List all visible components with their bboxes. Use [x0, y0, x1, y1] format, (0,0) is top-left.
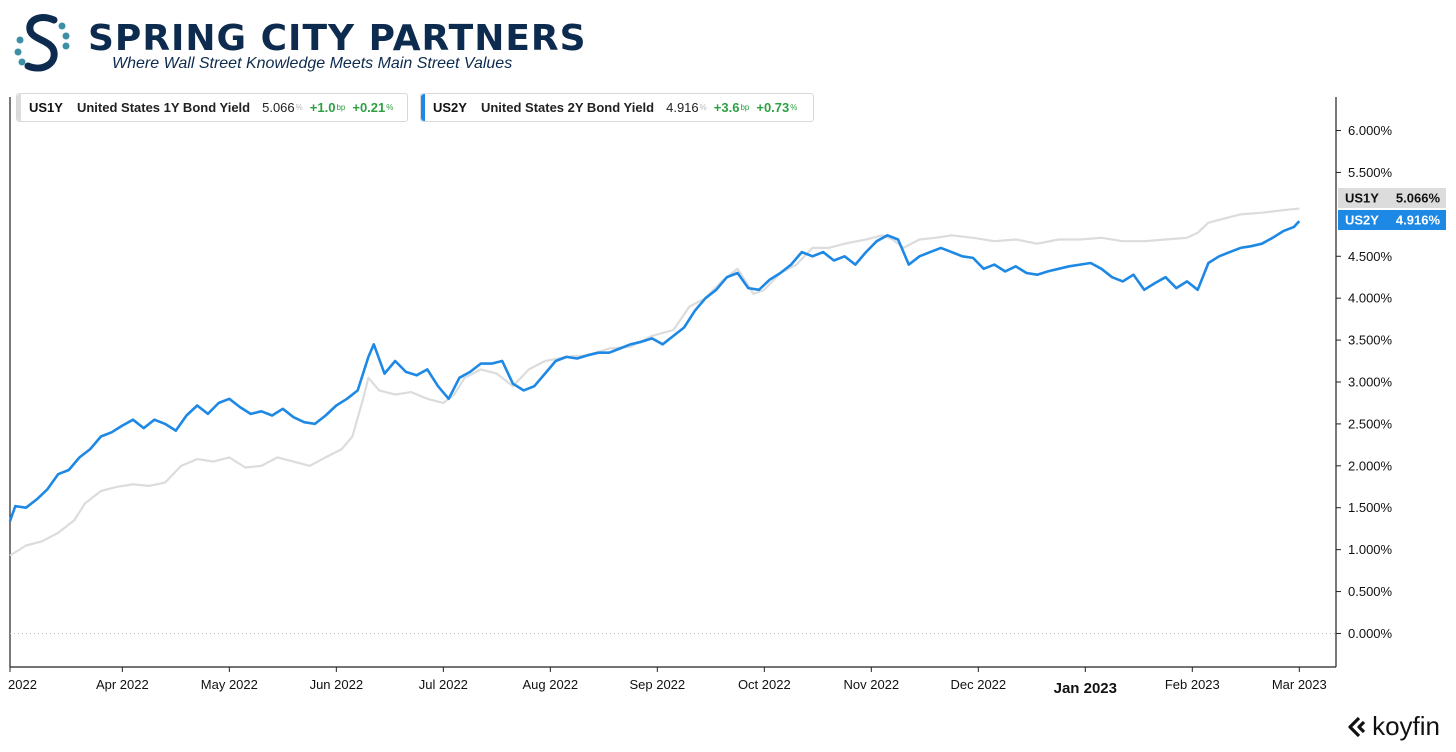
series-line-us1y	[9, 207, 1300, 557]
x-tick-label: May 2022	[201, 677, 258, 692]
legend-us1y-value: 5.066	[262, 100, 295, 115]
y-tick-label: 2.500%	[1348, 416, 1393, 431]
y-tick-label: 3.500%	[1348, 333, 1393, 348]
y-tick-label: 5.500%	[1348, 165, 1393, 180]
legend-us2y-pct: +0.73	[756, 100, 790, 115]
x-tick-label: Dec 2022	[950, 677, 1006, 692]
legend-us2y-color	[421, 94, 425, 121]
legend-us1y-pct: +0.21	[352, 100, 386, 115]
last-value-badge-us2y	[1338, 210, 1446, 230]
x-tick-label: Sep 2022	[629, 677, 685, 692]
spring-logo-icon	[14, 14, 70, 72]
x-tick-label: 2022	[8, 677, 37, 692]
y-tick-label: 2.000%	[1348, 458, 1393, 473]
y-tick-label: 1.000%	[1348, 542, 1393, 557]
legend-us2y-pct-unit: %	[790, 103, 798, 112]
last-value-badge-us1y	[1338, 188, 1446, 208]
legend-us2y-change: +3.6	[713, 100, 740, 115]
series-line-us2y	[8, 220, 1301, 522]
x-tick-label: Feb 2023	[1165, 677, 1220, 692]
y-tick-label: 4.500%	[1348, 249, 1393, 264]
legend-us2y-change-unit: bp	[740, 103, 750, 112]
legend-us2y-name: United States 2Y Bond Yield	[480, 100, 655, 115]
last-value-ticker: US1Y	[1345, 191, 1379, 206]
legend-us1y-value-unit: %	[295, 103, 303, 112]
last-value-ticker: US2Y	[1345, 213, 1379, 228]
legend-us2y-value: 4.916	[666, 100, 699, 115]
legend-us1y-pct-unit: %	[386, 103, 394, 112]
legend-us2y-value-unit: %	[699, 103, 707, 112]
x-tick-label: Jan 2023	[1054, 680, 1117, 697]
x-tick-label: Apr 2022	[96, 677, 149, 692]
y-tick-label: 6.000%	[1348, 123, 1393, 138]
legend-us1y-name: United States 1Y Bond Yield	[76, 100, 251, 115]
x-tick-label: Jul 2022	[419, 677, 468, 692]
koyfin-watermark: koyfin	[1345, 711, 1440, 742]
legend-us1y-ticker: US1Y	[29, 100, 63, 115]
y-tick-label: 0.500%	[1348, 584, 1393, 599]
y-tick-label: 0.000%	[1348, 626, 1393, 641]
y-tick-label: 3.000%	[1348, 375, 1393, 390]
legend-us1y-color	[17, 94, 21, 121]
x-tick-label: Oct 2022	[738, 677, 791, 692]
x-tick-label: Mar 2023	[1272, 677, 1327, 692]
y-tick-label: 4.000%	[1348, 291, 1393, 306]
x-tick-label: Aug 2022	[522, 677, 578, 692]
last-value-number: 4.916%	[1396, 213, 1441, 228]
brand-title: SPRING CITY PARTNERS	[88, 18, 587, 59]
legend-us2y-ticker: US2Y	[433, 100, 467, 115]
y-tick-label: 1.500%	[1348, 500, 1393, 515]
legend-us1y[interactable]: US1Y United States 1Y Bond Yield 5.066% …	[16, 93, 408, 122]
legend-us1y-change: +1.0	[309, 100, 336, 115]
koyfin-text: koyfin	[1372, 711, 1440, 741]
legend-us1y-change-unit: bp	[336, 103, 346, 112]
x-tick-label: Jun 2022	[310, 677, 364, 692]
brand-subtitle: Where Wall Street Knowledge Meets Main S…	[112, 55, 513, 72]
last-value-number: 5.066%	[1396, 191, 1441, 206]
x-tick-label: Nov 2022	[843, 677, 899, 692]
koyfin-logo-icon	[1348, 716, 1366, 737]
brand-header: SPRING CITY PARTNERS Where Wall Street K…	[10, 8, 630, 78]
legend-us2y[interactable]: US2Y United States 2Y Bond Yield 4.916% …	[420, 93, 814, 122]
